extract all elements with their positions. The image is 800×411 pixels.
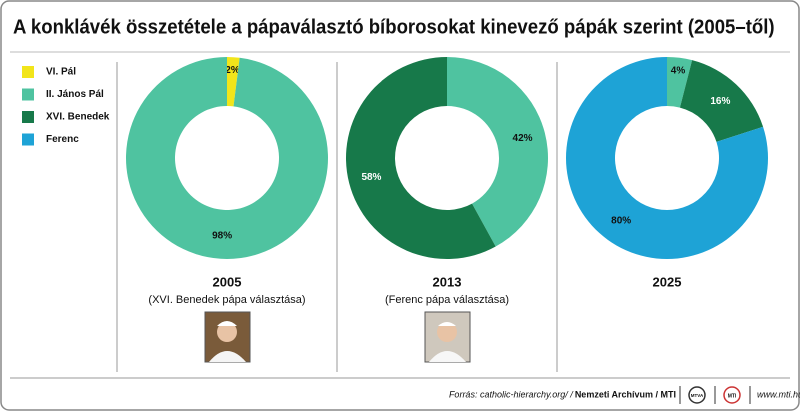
value-label: 4% — [671, 65, 686, 76]
value-label: 2% — [225, 65, 240, 76]
chart-title: 2025 — [653, 274, 682, 289]
logo — [688, 386, 706, 404]
source-bold: Nemzeti Archívum / MTI — [575, 389, 676, 399]
legend-swatch — [22, 111, 34, 123]
slice — [565, 57, 768, 259]
chart-subtitle: (Ferenc pápa választása) — [385, 294, 509, 306]
value-label: 98% — [212, 230, 232, 241]
slice — [679, 60, 764, 142]
portrait — [204, 311, 251, 363]
slice — [227, 57, 240, 107]
chart-title: 2013 — [433, 274, 462, 289]
title: A konklávék összetétele a pápaválasztó b… — [13, 17, 775, 39]
slice — [447, 57, 548, 247]
slice — [346, 57, 496, 259]
value-label: 80% — [611, 216, 631, 227]
value-label: 42% — [513, 133, 533, 144]
legend-label: Ferenc — [46, 134, 79, 145]
legend-swatch — [22, 88, 34, 101]
legend-label: II. János Pál — [46, 89, 104, 100]
slice — [667, 57, 693, 108]
legend-swatch — [22, 133, 34, 146]
legend-swatch — [22, 66, 34, 78]
source: Forrás: catholic-hierarchy.org/ / — [449, 389, 574, 399]
chart-subtitle: (XVI. Benedek pápa választása) — [148, 294, 305, 306]
slice — [126, 57, 329, 259]
value-label: 16% — [710, 96, 730, 107]
portrait — [424, 311, 471, 363]
legend-label: XVI. Benedek — [46, 112, 110, 123]
url: www.mti.hu — [757, 389, 800, 399]
value-label: 58% — [361, 172, 381, 183]
legend-label: VI. Pál — [46, 67, 76, 78]
logo-text: MTVA — [691, 393, 704, 398]
chart-title: 2005 — [213, 274, 242, 289]
logo — [723, 386, 741, 404]
logo-text: MTI — [728, 393, 737, 399]
